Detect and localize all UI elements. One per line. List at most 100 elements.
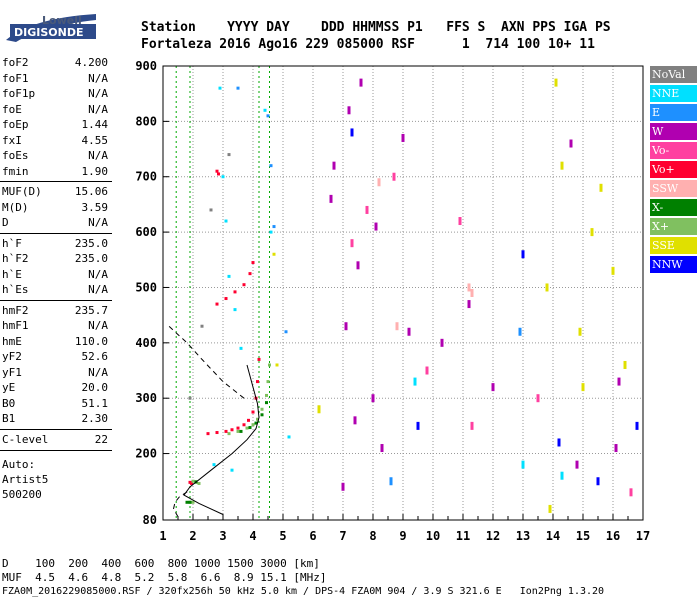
param-value: 235.0 (74, 236, 108, 250)
echo-point-nne (212, 463, 216, 467)
echo-point-ssw (377, 178, 381, 187)
echo-point-ssw (470, 289, 474, 297)
echo-point-w (341, 482, 345, 491)
param-value: N/A (88, 319, 108, 332)
param-key: hmE (2, 334, 22, 348)
param-row-fxi: fxI 4.55 (2, 134, 108, 148)
profile-curve-dashed-high (168, 325, 245, 399)
echo-point-vo- (458, 217, 462, 226)
param-row-fmin: fmin 1.90 (2, 165, 108, 179)
echo-point-e (518, 327, 522, 336)
param-key: h`Es (2, 283, 29, 296)
echo-point-w (344, 322, 348, 331)
x-tick-label: 12 (486, 529, 500, 543)
logo-swoosh-icon (6, 14, 96, 42)
echo-point-x- (254, 421, 258, 425)
echo-point-nne (263, 108, 267, 112)
echo-point-w (575, 460, 579, 469)
param-row-b0: B0 51.1 (2, 397, 108, 411)
echo-point-vo- (217, 172, 220, 176)
echo-point-w (380, 444, 384, 453)
echo-point-x- (260, 407, 264, 411)
param-key: hmF1 (2, 319, 29, 332)
footer-file-line: FZA0M_2016229085000.RSF / 320fx256h 50 k… (2, 586, 605, 597)
param-row-c-level: C-level 22 (2, 433, 108, 447)
x-tick-label: 1 (159, 529, 166, 543)
echo-point-vo- (251, 261, 255, 265)
echo-point-x- (268, 363, 271, 367)
echo-point-vo- (236, 426, 240, 430)
echo-point-w (491, 383, 495, 392)
param-key: foE (2, 102, 22, 116)
echo-point-vo- (392, 172, 396, 181)
param-value: N/A (88, 87, 108, 100)
param-row-yf1: yF1 N/A (2, 366, 108, 380)
auto-line: Auto: (2, 458, 36, 471)
echo-point-vo- (230, 428, 234, 432)
param-value: N/A (88, 216, 108, 229)
param-key: foEp (2, 118, 29, 131)
echo-point-noval (227, 153, 231, 157)
param-value: 52.6 (81, 350, 109, 363)
param-value: N/A (88, 149, 108, 162)
echo-point-w (614, 444, 618, 453)
x-tick-label: 11 (456, 529, 470, 543)
x-tick-label: 17 (636, 529, 650, 543)
param-row-h-es: h`Es N/A (2, 283, 108, 297)
echo-point-vo- (350, 239, 354, 248)
x-tick-label: 16 (606, 529, 620, 543)
param-row-hmf1: hmF1 N/A (2, 319, 108, 333)
echo-point-x- (188, 500, 192, 504)
echo-point-sse (548, 504, 552, 513)
echo-point-sse (623, 360, 627, 369)
echo-point-nnw (350, 128, 354, 137)
x-tick-label: 15 (576, 529, 590, 543)
echo-point-e (266, 114, 270, 118)
param-value: N/A (88, 283, 108, 296)
param-row-h-e: h`E N/A (2, 268, 108, 282)
echo-point-e (269, 164, 273, 168)
echo-point-nnw (635, 421, 639, 430)
profile-curve-solid (183, 364, 260, 515)
echo-point-vo- (224, 429, 228, 433)
x-tick-label: 4 (249, 529, 256, 543)
echo-point-w (371, 394, 375, 403)
echo-point-x- (248, 426, 252, 430)
param-key: foEs (2, 149, 29, 162)
param-value: N/A (88, 267, 108, 281)
legend-item-vo-: Vo+ (650, 161, 697, 178)
param-value: 235.0 (74, 252, 108, 265)
echo-point-vo- (251, 410, 255, 414)
echo-point-e (389, 477, 393, 486)
echo-point-sse (275, 363, 279, 367)
echo-point-vo- (248, 272, 252, 276)
echo-point-vo- (206, 432, 210, 436)
x-tick-label: 7 (339, 529, 346, 543)
echo-point-w (353, 416, 357, 425)
echo-point-vo- (247, 418, 250, 422)
echo-point-w (407, 327, 411, 336)
echo-point-vo- (224, 297, 228, 301)
legend-item-x-: X- (650, 199, 697, 216)
echo-point-nnw (596, 477, 600, 486)
echo-point-x- (191, 479, 195, 483)
header-labels: Station YYYY DAY DDD HHMMSS P1 FFS S AXN… (141, 20, 611, 35)
param-key: M(D) (2, 200, 29, 214)
y-tick-label: 800 (135, 114, 157, 128)
echo-point-x- (185, 500, 189, 504)
echo-point-nne (224, 219, 228, 223)
echo-point-vo- (425, 366, 429, 375)
param-separator (0, 450, 112, 451)
param-row-hme: hmE 110.0 (2, 335, 108, 349)
echo-point-x- (260, 413, 264, 417)
echo-point-nne (221, 175, 225, 179)
legend-item-nne: NNE (650, 85, 697, 102)
y-tick-label: 400 (135, 336, 157, 350)
echo-point-noval (188, 396, 192, 400)
param-value: 22 (94, 432, 108, 446)
echo-point-noval (209, 208, 213, 212)
auto-line: 500200 (2, 488, 42, 501)
param-row-foep: foEp 1.44 (2, 118, 108, 132)
legend-item-e: E (650, 104, 697, 121)
